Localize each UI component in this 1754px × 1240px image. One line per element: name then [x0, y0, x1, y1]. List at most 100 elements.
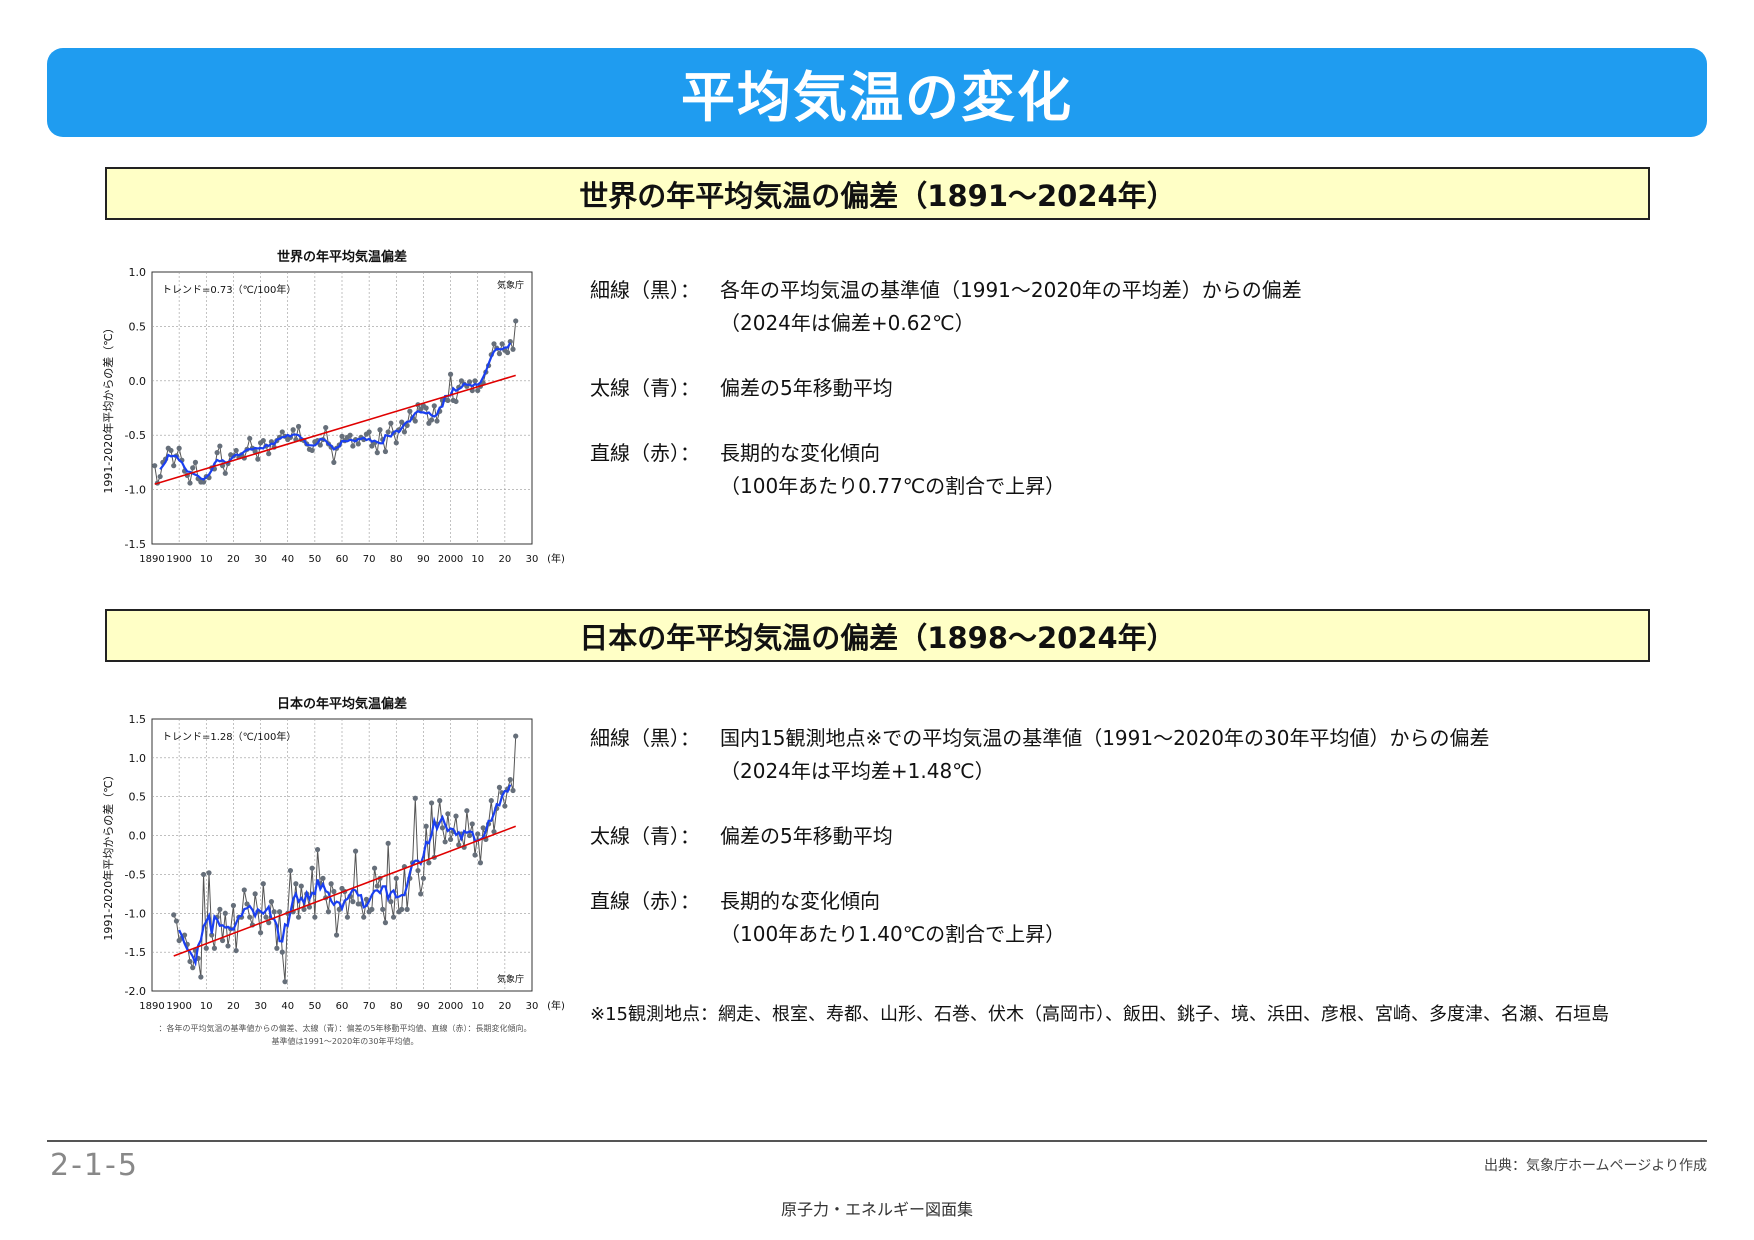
- annual-point: [325, 909, 332, 915]
- world-section-heading: 世界の年平均気温の偏差（1891～2024年）: [105, 167, 1650, 220]
- x-tick-label: 70: [363, 554, 376, 565]
- x-tick-label: 1890: [139, 1001, 164, 1012]
- annual-point: [198, 974, 204, 980]
- moving-average-line: [159, 342, 512, 481]
- y-tick-label: 0.0: [129, 375, 147, 388]
- annual-point: [374, 883, 380, 889]
- trend-line-text: 長期的な変化傾向: [720, 889, 880, 913]
- annual-point: [513, 733, 519, 739]
- annual-point: [323, 424, 329, 431]
- annual-point: [217, 906, 223, 912]
- annual-point: [217, 443, 223, 449]
- x-tick-label: 30: [526, 554, 539, 565]
- annual-point: [350, 899, 356, 905]
- annual-point: [382, 920, 389, 926]
- annual-point: [157, 473, 163, 480]
- trend-line: [154, 374, 516, 485]
- annual-point: [407, 408, 413, 414]
- annual-point: [279, 429, 285, 435]
- y-tick-label: -0.5: [125, 429, 146, 442]
- annual-point: [510, 787, 516, 794]
- world-description: 細線（黒）： 各年の平均気温の基準値（1991～2020年の平均差）からの偏差 （…: [590, 274, 1302, 503]
- annual-point: [480, 825, 486, 831]
- x-tick-label: 60: [336, 1001, 349, 1012]
- y-tick-label: -1.5: [125, 946, 146, 959]
- annual-point: [388, 420, 394, 426]
- x-tick-label: 20: [227, 554, 240, 565]
- annual-point: [428, 417, 435, 423]
- annual-point: [328, 881, 334, 887]
- annual-point: [355, 441, 361, 447]
- annual-point: [401, 429, 408, 435]
- annual-point: [464, 808, 470, 814]
- annual-point: [331, 459, 337, 465]
- chart-note-line-2: 基準値は1991〜2020年の30年平均値。: [271, 1037, 419, 1046]
- annual-point: [244, 901, 250, 907]
- annual-point: [203, 945, 209, 951]
- annual-point: [399, 906, 405, 912]
- annual-point: [363, 896, 370, 902]
- annual-point: [352, 848, 359, 854]
- annual-point: [371, 865, 378, 871]
- annual-point: [263, 914, 269, 920]
- trend-annotation: トレンド=1.28（℃/100年）: [162, 730, 296, 743]
- trend-line-label: 直線（赤）：: [590, 441, 700, 465]
- annual-point: [423, 405, 429, 411]
- japan-description: 細線（黒）： 国内15観測地点※での平均気温の基準値（1991～2020年の30年…: [590, 722, 1489, 951]
- annual-point: [434, 418, 440, 424]
- annual-point: [404, 906, 410, 912]
- annual-point: [209, 932, 215, 938]
- x-tick-label: 2000: [438, 1001, 463, 1012]
- annual-point: [428, 800, 435, 806]
- world-chart-title: 世界の年平均気温偏差: [276, 250, 407, 265]
- trend-line-label: 直線（赤）：: [590, 889, 700, 913]
- x-tick-label: 40: [281, 1001, 294, 1012]
- x-tick-label: (年): [547, 999, 565, 1012]
- y-axis-label: 1991-2020年平均からの差（℃）: [101, 322, 115, 493]
- x-tick-label: 90: [417, 554, 430, 565]
- annual-point: [466, 379, 473, 385]
- x-tick-label: 1900: [166, 1001, 191, 1012]
- annual-point: [491, 829, 497, 835]
- y-tick-label: 0.0: [129, 830, 147, 843]
- annual-point: [171, 463, 177, 469]
- annual-point: [447, 371, 454, 377]
- annual-point: [312, 914, 318, 920]
- annual-point: [390, 914, 397, 920]
- x-tick-label: 1900: [166, 554, 191, 565]
- annual-point: [418, 891, 424, 897]
- annual-point: [219, 937, 226, 944]
- annual-point: [475, 831, 481, 837]
- annual-point: [247, 435, 253, 442]
- annual-point: [477, 860, 484, 866]
- japan-chart-title: 日本の年平均気温偏差: [276, 697, 407, 712]
- x-tick-label: 20: [498, 1001, 511, 1012]
- x-tick-label: 20: [227, 1001, 240, 1012]
- annual-point: [190, 965, 196, 971]
- annual-point: [472, 378, 478, 384]
- trend-annotation: トレンド=0.73（℃/100年）: [162, 283, 296, 296]
- x-tick-label: 1890: [139, 554, 164, 565]
- japan-chart-note: ：各年の平均気温の基準値からの偏差、太線（青）：偏差の5年移動平均値、直線（赤）…: [150, 1022, 540, 1048]
- thick-line-label: 太線（青）：: [590, 824, 700, 848]
- annual-point: [339, 433, 345, 439]
- footer-divider: [47, 1140, 1707, 1142]
- x-tick-label: 80: [390, 1001, 403, 1012]
- chart-note-line-1: ：各年の平均気温の基準値からの偏差、太線（青）：偏差の5年移動平均値、直線（赤）…: [158, 1024, 532, 1033]
- annual-point: [447, 836, 454, 843]
- trend-line-note: （100年あたり0.77℃の割合で上昇）: [720, 474, 1066, 498]
- annual-point: [420, 875, 427, 881]
- x-tick-label: 10: [200, 1001, 213, 1012]
- annual-point: [456, 842, 462, 848]
- annual-point: [206, 870, 212, 876]
- y-tick-label: 0.5: [129, 791, 147, 804]
- annual-point: [309, 865, 315, 871]
- x-tick-label: 20: [498, 554, 511, 565]
- thick-line-text: 偏差の5年移動平均: [720, 376, 893, 400]
- thin-line-label: 細線（黒）：: [590, 278, 700, 302]
- thin-line-text: 国内15観測地点※での平均気温の基準値（1991～2020年の30年平均値）から…: [720, 726, 1490, 750]
- thin-line-note: （2024年は平均差+1.48℃）: [720, 759, 995, 783]
- annual-point: [301, 906, 307, 912]
- annual-point: [445, 811, 451, 817]
- annual-point: [230, 902, 237, 909]
